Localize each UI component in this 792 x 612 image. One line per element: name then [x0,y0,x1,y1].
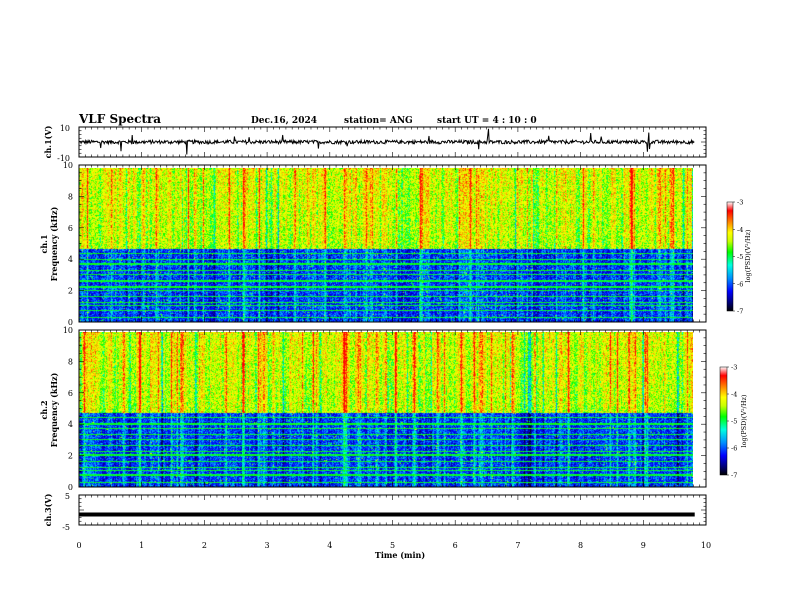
ch1-waveform-line [78,128,695,155]
ch3-ylabel: ch.3(V) [43,493,53,526]
ch3-waveform-ticks [78,494,707,526]
y-tick-label: 8 [68,192,73,201]
colorbar-tick-label: -3 [731,364,737,372]
date-label: Dec.16, 2024 [251,116,317,126]
y-tick-label: 4 [68,420,73,429]
x-tick-label: 7 [515,541,520,550]
figure-title: VLF Spectra [78,112,161,126]
colorbar-tick-label: -3 [737,199,743,207]
ch2-spectrogram-ytick-labels: 0 2 4 6 8 10 [63,326,73,492]
colorbar-tick-label: -5 [731,418,737,426]
x-tick-label: 1 [139,541,144,550]
ch2-spectrogram-image [79,332,693,487]
ch2-panel-label: ch.2 [39,400,49,419]
y-tick-label: 6 [68,389,73,398]
ch1-waveform-ticks [78,126,707,158]
colorbar-tick-label: -7 [731,472,737,480]
ch1-ylabel: ch.1(V) [43,125,53,158]
y-tick-label: 10 [63,326,73,335]
y-tick-label: 0 [68,483,73,492]
y-tick-label: 4 [68,255,73,264]
ch1-ytick-bottom: -10 [57,154,70,163]
ch2-colorbar-tick-labels: -3 -4 -5 -6 -7 [727,364,737,480]
x-tick-label: 8 [578,541,583,550]
station-label: station= ANG [344,116,413,126]
start-ut-label: start UT = 4 : 10 : 0 [437,116,537,126]
ch1-panel-label: ch.1 [39,234,49,253]
ch1-colorbar-label: log(PSD)(V²/Hz) [744,229,752,282]
colorbar-tick-label: -6 [737,280,743,288]
ch1-waveform-panel: 10 -10 ch.1(V) [43,124,707,163]
ch3-ytick-top: 5 [65,492,70,501]
x-tick-label: 4 [327,541,332,550]
ch3-waveform-panel: 5 -5 ch.3(V) 0 1 2 3 4 5 6 7 8 9 10 Time (min) [43,492,711,560]
colorbar-tick-label: -5 [737,253,743,261]
colorbar-tick-label: -4 [737,226,743,234]
y-tick-label: 2 [68,452,73,461]
ch3-ytick-bottom: -5 [62,523,70,532]
x-tick-label: 9 [641,541,646,550]
ch1-spectrogram-image [79,168,693,322]
colorbar-tick-label: -7 [737,308,743,316]
y-tick-label: 8 [68,357,73,366]
y-tick-label: 10 [63,161,73,170]
y-tick-label: 0 [68,318,73,327]
ch1-spectrogram-ytick-labels: 0 2 4 6 8 10 [63,161,73,327]
x-tick-label: 5 [390,541,395,550]
colorbar-tick-label: -6 [731,445,737,453]
x-tick-label: 10 [701,541,711,550]
y-tick-label: 6 [68,224,73,233]
x-tick-label: 0 [76,541,81,550]
ch2-freq-ylabel: Frequency (kHz) [49,372,59,447]
time-xlabel: Time (min) [375,550,425,560]
ch1-freq-ylabel: Frequency (kHz) [49,206,59,281]
x-tick-label: 3 [265,541,270,550]
ch2-colorbar-label: log(PSD)(V²/Hz) [740,394,748,447]
ch1-spectrogram-ticks [78,164,707,323]
x-tick-label: 6 [453,541,458,550]
x-tick-label: 2 [202,541,207,550]
ch1-colorbar-tick-labels: -3 -4 -5 -6 -7 [733,199,743,316]
time-xtick-labels: 0 1 2 3 4 5 6 7 8 9 10 [76,541,711,550]
ch2-colorbar [719,366,728,476]
colorbar-tick-label: -4 [731,391,737,399]
ch2-spectrogram-ticks [78,329,707,488]
ch1-colorbar [726,201,734,312]
y-tick-label: 2 [68,287,73,296]
ch1-ytick-top: 10 [60,124,70,133]
